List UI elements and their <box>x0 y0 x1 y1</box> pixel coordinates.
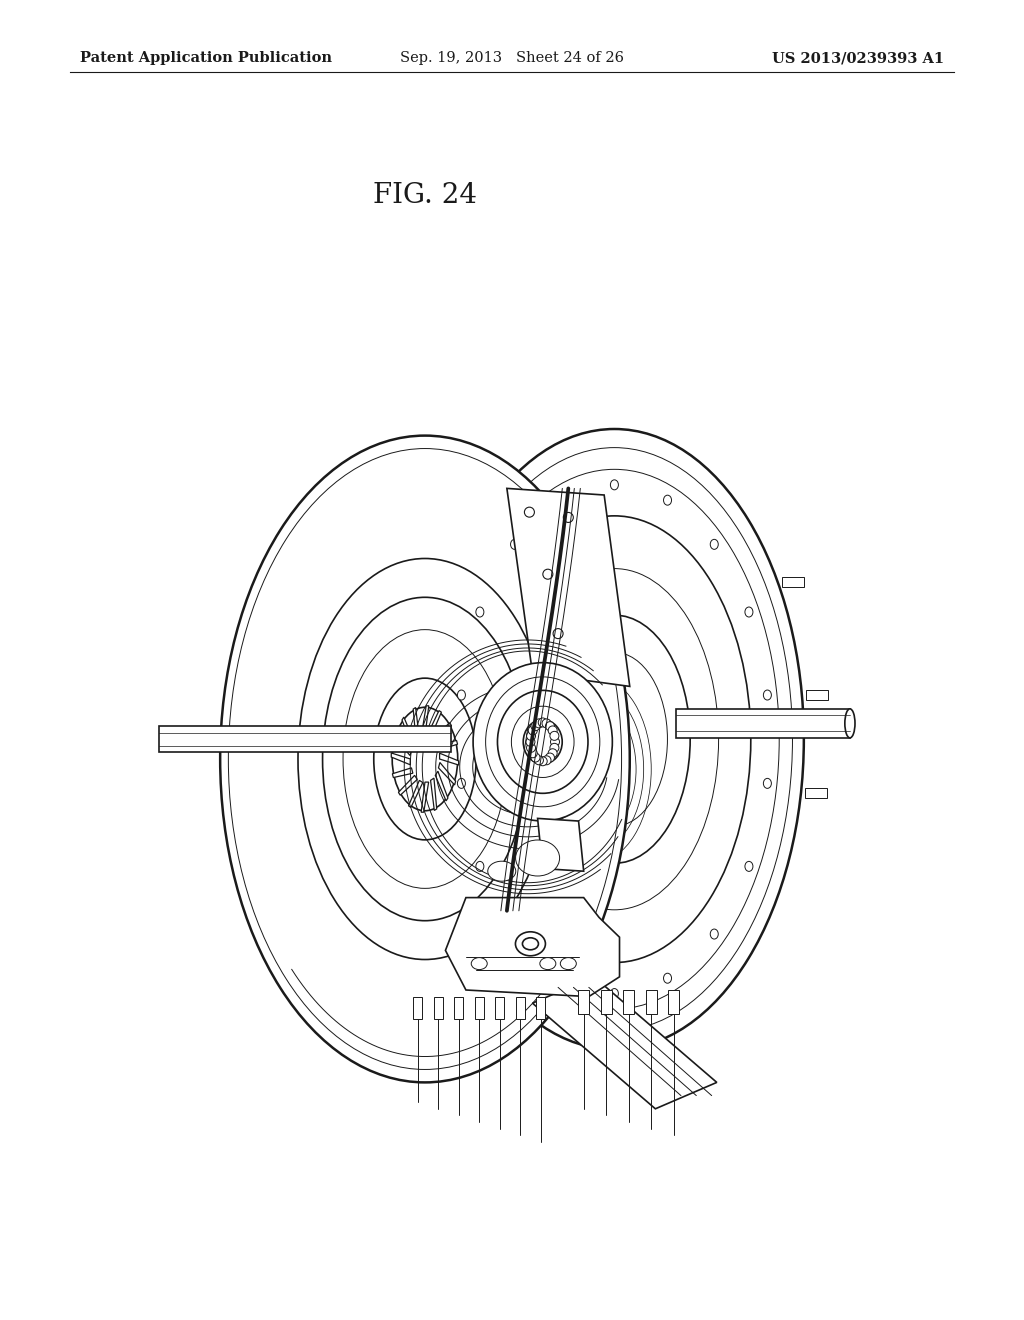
Ellipse shape <box>539 756 547 766</box>
Ellipse shape <box>476 607 484 616</box>
Ellipse shape <box>528 726 538 735</box>
Ellipse shape <box>526 738 535 746</box>
Ellipse shape <box>546 722 554 731</box>
Ellipse shape <box>763 690 771 700</box>
Ellipse shape <box>610 989 618 998</box>
Ellipse shape <box>539 718 547 727</box>
Polygon shape <box>538 818 584 871</box>
Polygon shape <box>532 977 717 1109</box>
Ellipse shape <box>560 957 577 970</box>
Ellipse shape <box>535 719 544 727</box>
Polygon shape <box>421 783 429 812</box>
Ellipse shape <box>535 756 544 764</box>
Ellipse shape <box>524 507 535 517</box>
Bar <box>782 577 804 586</box>
Ellipse shape <box>557 495 565 506</box>
Bar <box>434 997 442 1019</box>
Polygon shape <box>394 733 412 755</box>
Bar <box>159 726 451 752</box>
Ellipse shape <box>526 743 536 752</box>
Ellipse shape <box>476 862 484 871</box>
Bar <box>579 990 589 1014</box>
Bar <box>805 788 826 797</box>
Polygon shape <box>439 754 459 766</box>
Text: Sep. 19, 2013   Sheet 24 of 26: Sep. 19, 2013 Sheet 24 of 26 <box>400 51 624 65</box>
Ellipse shape <box>523 719 562 764</box>
Bar <box>676 709 850 738</box>
Polygon shape <box>435 771 447 801</box>
Bar <box>414 997 422 1019</box>
Ellipse shape <box>473 663 612 821</box>
Polygon shape <box>421 706 429 735</box>
Text: Patent Application Publication: Patent Application Publication <box>80 51 332 65</box>
Ellipse shape <box>664 973 672 983</box>
Ellipse shape <box>610 480 618 490</box>
Bar <box>455 997 463 1019</box>
Ellipse shape <box>551 738 559 746</box>
Ellipse shape <box>744 862 753 871</box>
Polygon shape <box>392 768 413 777</box>
Polygon shape <box>430 777 436 810</box>
Ellipse shape <box>425 429 804 1049</box>
Polygon shape <box>398 775 417 795</box>
Ellipse shape <box>542 756 551 764</box>
Bar <box>496 997 504 1019</box>
Polygon shape <box>445 898 620 997</box>
Polygon shape <box>427 710 441 738</box>
Ellipse shape <box>563 512 573 523</box>
Ellipse shape <box>548 748 557 758</box>
Ellipse shape <box>458 690 466 700</box>
Ellipse shape <box>540 957 556 970</box>
Ellipse shape <box>516 840 559 876</box>
Bar <box>624 990 634 1014</box>
Ellipse shape <box>543 569 553 579</box>
Ellipse shape <box>546 752 554 762</box>
Polygon shape <box>391 752 411 764</box>
Ellipse shape <box>498 690 588 793</box>
Ellipse shape <box>471 957 487 970</box>
Bar <box>475 997 483 1019</box>
Ellipse shape <box>511 540 518 549</box>
Ellipse shape <box>526 731 536 741</box>
Ellipse shape <box>553 628 563 639</box>
Ellipse shape <box>220 436 630 1082</box>
Polygon shape <box>414 708 420 741</box>
Ellipse shape <box>550 743 559 752</box>
Ellipse shape <box>550 731 559 741</box>
Ellipse shape <box>511 929 518 939</box>
Ellipse shape <box>557 973 565 983</box>
Ellipse shape <box>528 748 538 758</box>
Polygon shape <box>402 717 415 747</box>
Ellipse shape <box>531 752 540 762</box>
Ellipse shape <box>487 861 516 882</box>
Ellipse shape <box>548 726 557 735</box>
Ellipse shape <box>542 719 551 727</box>
Bar <box>601 990 611 1014</box>
Ellipse shape <box>515 932 546 956</box>
Ellipse shape <box>664 495 672 506</box>
Text: FIG. 24: FIG. 24 <box>373 182 477 209</box>
Ellipse shape <box>763 779 771 788</box>
Polygon shape <box>409 780 423 808</box>
Text: US 2013/0239393 A1: US 2013/0239393 A1 <box>772 51 944 65</box>
Ellipse shape <box>531 722 540 731</box>
Polygon shape <box>433 723 452 743</box>
Bar <box>669 990 679 1014</box>
Bar <box>537 997 545 1019</box>
Polygon shape <box>438 763 456 785</box>
Ellipse shape <box>711 540 718 549</box>
Bar <box>516 997 524 1019</box>
Ellipse shape <box>711 929 718 939</box>
Ellipse shape <box>845 709 855 738</box>
Polygon shape <box>437 741 458 750</box>
Ellipse shape <box>458 779 466 788</box>
Polygon shape <box>507 488 630 686</box>
Ellipse shape <box>522 937 539 950</box>
Ellipse shape <box>744 607 753 616</box>
Bar <box>806 689 827 700</box>
Bar <box>646 990 656 1014</box>
